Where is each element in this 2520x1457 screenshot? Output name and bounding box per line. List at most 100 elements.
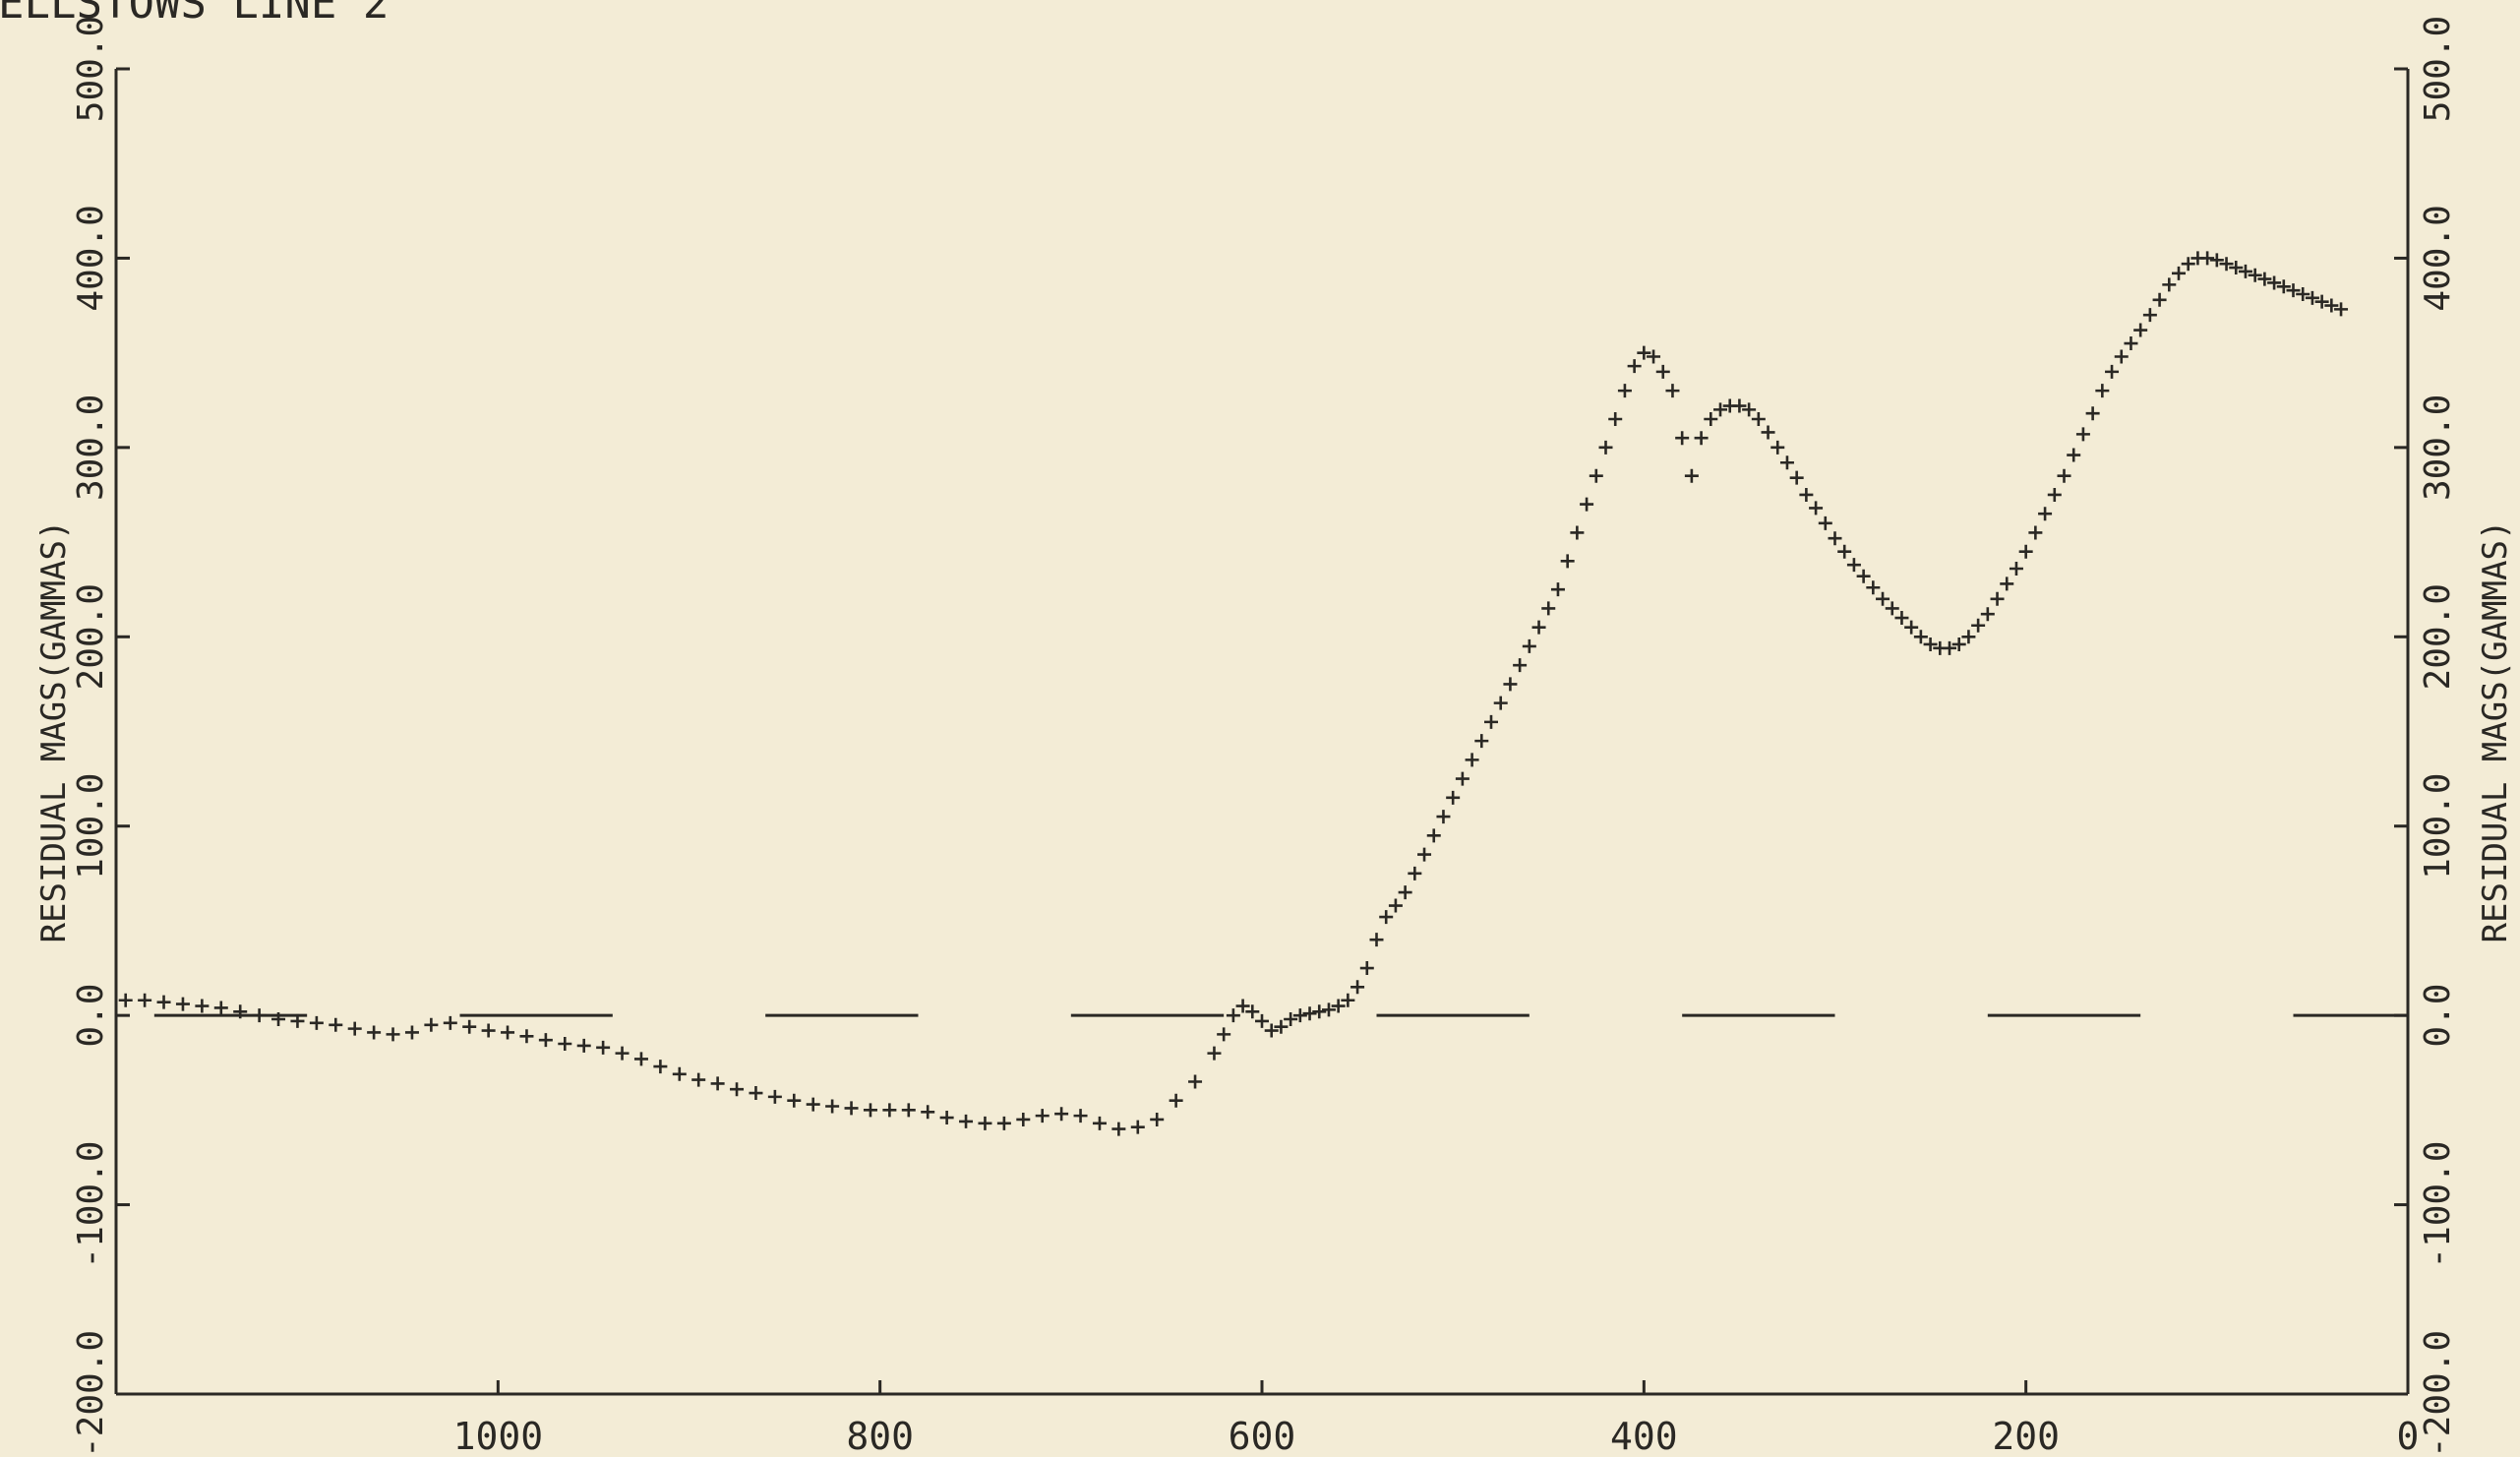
data-point — [462, 1019, 477, 1034]
data-point — [749, 1086, 763, 1101]
data-point — [2075, 427, 2090, 442]
data-point — [138, 993, 152, 1007]
data-point — [1130, 1120, 1145, 1134]
data-point — [1647, 349, 1661, 364]
data-point — [921, 1105, 935, 1120]
axes-layer — [114, 67, 2410, 1396]
data-points-layer — [119, 251, 2349, 1136]
data-point — [691, 1072, 706, 1087]
data-point — [195, 999, 210, 1013]
y-tick-label-right: 300.0 — [2418, 395, 2458, 501]
data-point — [424, 1017, 439, 1032]
data-point — [1054, 1107, 1069, 1122]
data-point — [1016, 1112, 1031, 1126]
data-point — [233, 1004, 248, 1019]
data-point — [1493, 696, 1508, 710]
data-point — [1513, 658, 1528, 673]
data-point — [1732, 398, 1747, 413]
data-point — [2276, 279, 2291, 294]
data-point — [1617, 384, 1632, 398]
chart-title: ELLSTOWS LINE 2 — [0, 0, 389, 29]
data-point — [156, 995, 171, 1009]
data-point — [1341, 993, 1355, 1007]
data-point — [519, 1029, 534, 1044]
y-tick-label-left: 500.0 — [71, 16, 111, 122]
y-axis-label-right: RESIDUAL MAGS(GAMMAS) — [2476, 520, 2515, 943]
data-point — [1379, 910, 1394, 925]
data-point — [1446, 790, 1461, 805]
label-layer: 500.0 500.0 400.0 400.0 300.0 300.0 200.0 200.0… — [34, 16, 2515, 1457]
data-point — [1856, 569, 1871, 583]
data-point — [1484, 714, 1498, 729]
data-point — [1742, 402, 1757, 417]
data-point — [2219, 257, 2234, 272]
data-point — [615, 1046, 630, 1061]
data-point — [825, 1099, 840, 1114]
data-point — [558, 1037, 572, 1052]
y-tick-label-right: 400.0 — [2418, 205, 2458, 311]
data-point — [2152, 292, 2167, 307]
data-point — [1751, 411, 1766, 426]
data-point — [2172, 266, 2186, 280]
data-point — [767, 1089, 782, 1104]
data-point — [1885, 601, 1899, 616]
data-point — [1655, 364, 1670, 379]
data-point — [1321, 1002, 1336, 1017]
data-point — [1255, 1013, 1269, 1028]
data-point — [1580, 497, 1594, 512]
data-point — [2057, 468, 2071, 483]
data-point — [1799, 487, 1814, 502]
y-tick-label-right: 100.0 — [2418, 773, 2458, 880]
data-point — [2324, 298, 2339, 313]
data-point — [1302, 1006, 1317, 1021]
data-point — [576, 1038, 591, 1053]
data-point — [2267, 275, 2282, 290]
data-point — [806, 1097, 820, 1112]
data-point — [1417, 847, 1432, 862]
y-tick-label-right: -100.0 — [2418, 1141, 2458, 1269]
data-point — [2009, 562, 2023, 577]
data-point — [481, 1023, 496, 1038]
data-point — [1627, 359, 1642, 374]
data-point — [1675, 431, 1690, 446]
data-point — [882, 1103, 897, 1118]
x-tick-label: 400 — [1610, 1415, 1678, 1457]
data-point — [1188, 1074, 1203, 1089]
data-point — [1990, 591, 2005, 606]
data-point — [1388, 898, 1403, 913]
data-point — [1904, 620, 1919, 635]
data-point — [252, 1008, 267, 1023]
data-point — [2314, 294, 2329, 309]
data-point — [1779, 455, 1794, 470]
data-point — [959, 1114, 974, 1128]
y-axis-label-left: RESIDUAL MAGS(GAMMAS) — [34, 520, 74, 943]
data-point — [2000, 577, 2014, 591]
data-point — [2142, 308, 2157, 323]
data-point — [844, 1101, 859, 1116]
data-point — [996, 1116, 1011, 1130]
data-point — [710, 1076, 725, 1091]
x-tick-label: 600 — [1229, 1415, 1296, 1457]
data-point — [2095, 384, 2110, 398]
data-point — [1809, 501, 1824, 516]
data-point — [404, 1025, 419, 1040]
data-point — [271, 1011, 286, 1026]
data-point — [2229, 261, 2244, 275]
data-point — [2296, 286, 2310, 301]
y-tick-label-left: -100.0 — [71, 1141, 111, 1269]
data-point — [1312, 1004, 1327, 1019]
y-tick-label-left: -200.0 — [71, 1330, 111, 1457]
data-point — [1264, 1023, 1279, 1038]
data-point — [309, 1015, 324, 1030]
x-tick-label: 1000 — [453, 1415, 544, 1457]
data-point — [2028, 525, 2043, 540]
data-point — [1331, 999, 1346, 1013]
data-point — [1665, 384, 1680, 398]
data-point — [1837, 544, 1852, 559]
data-point — [1359, 961, 1374, 976]
data-point — [1598, 440, 1613, 455]
data-point — [1761, 425, 1775, 440]
data-point — [978, 1116, 992, 1130]
data-point — [1713, 402, 1727, 417]
data-point — [1980, 607, 1995, 622]
